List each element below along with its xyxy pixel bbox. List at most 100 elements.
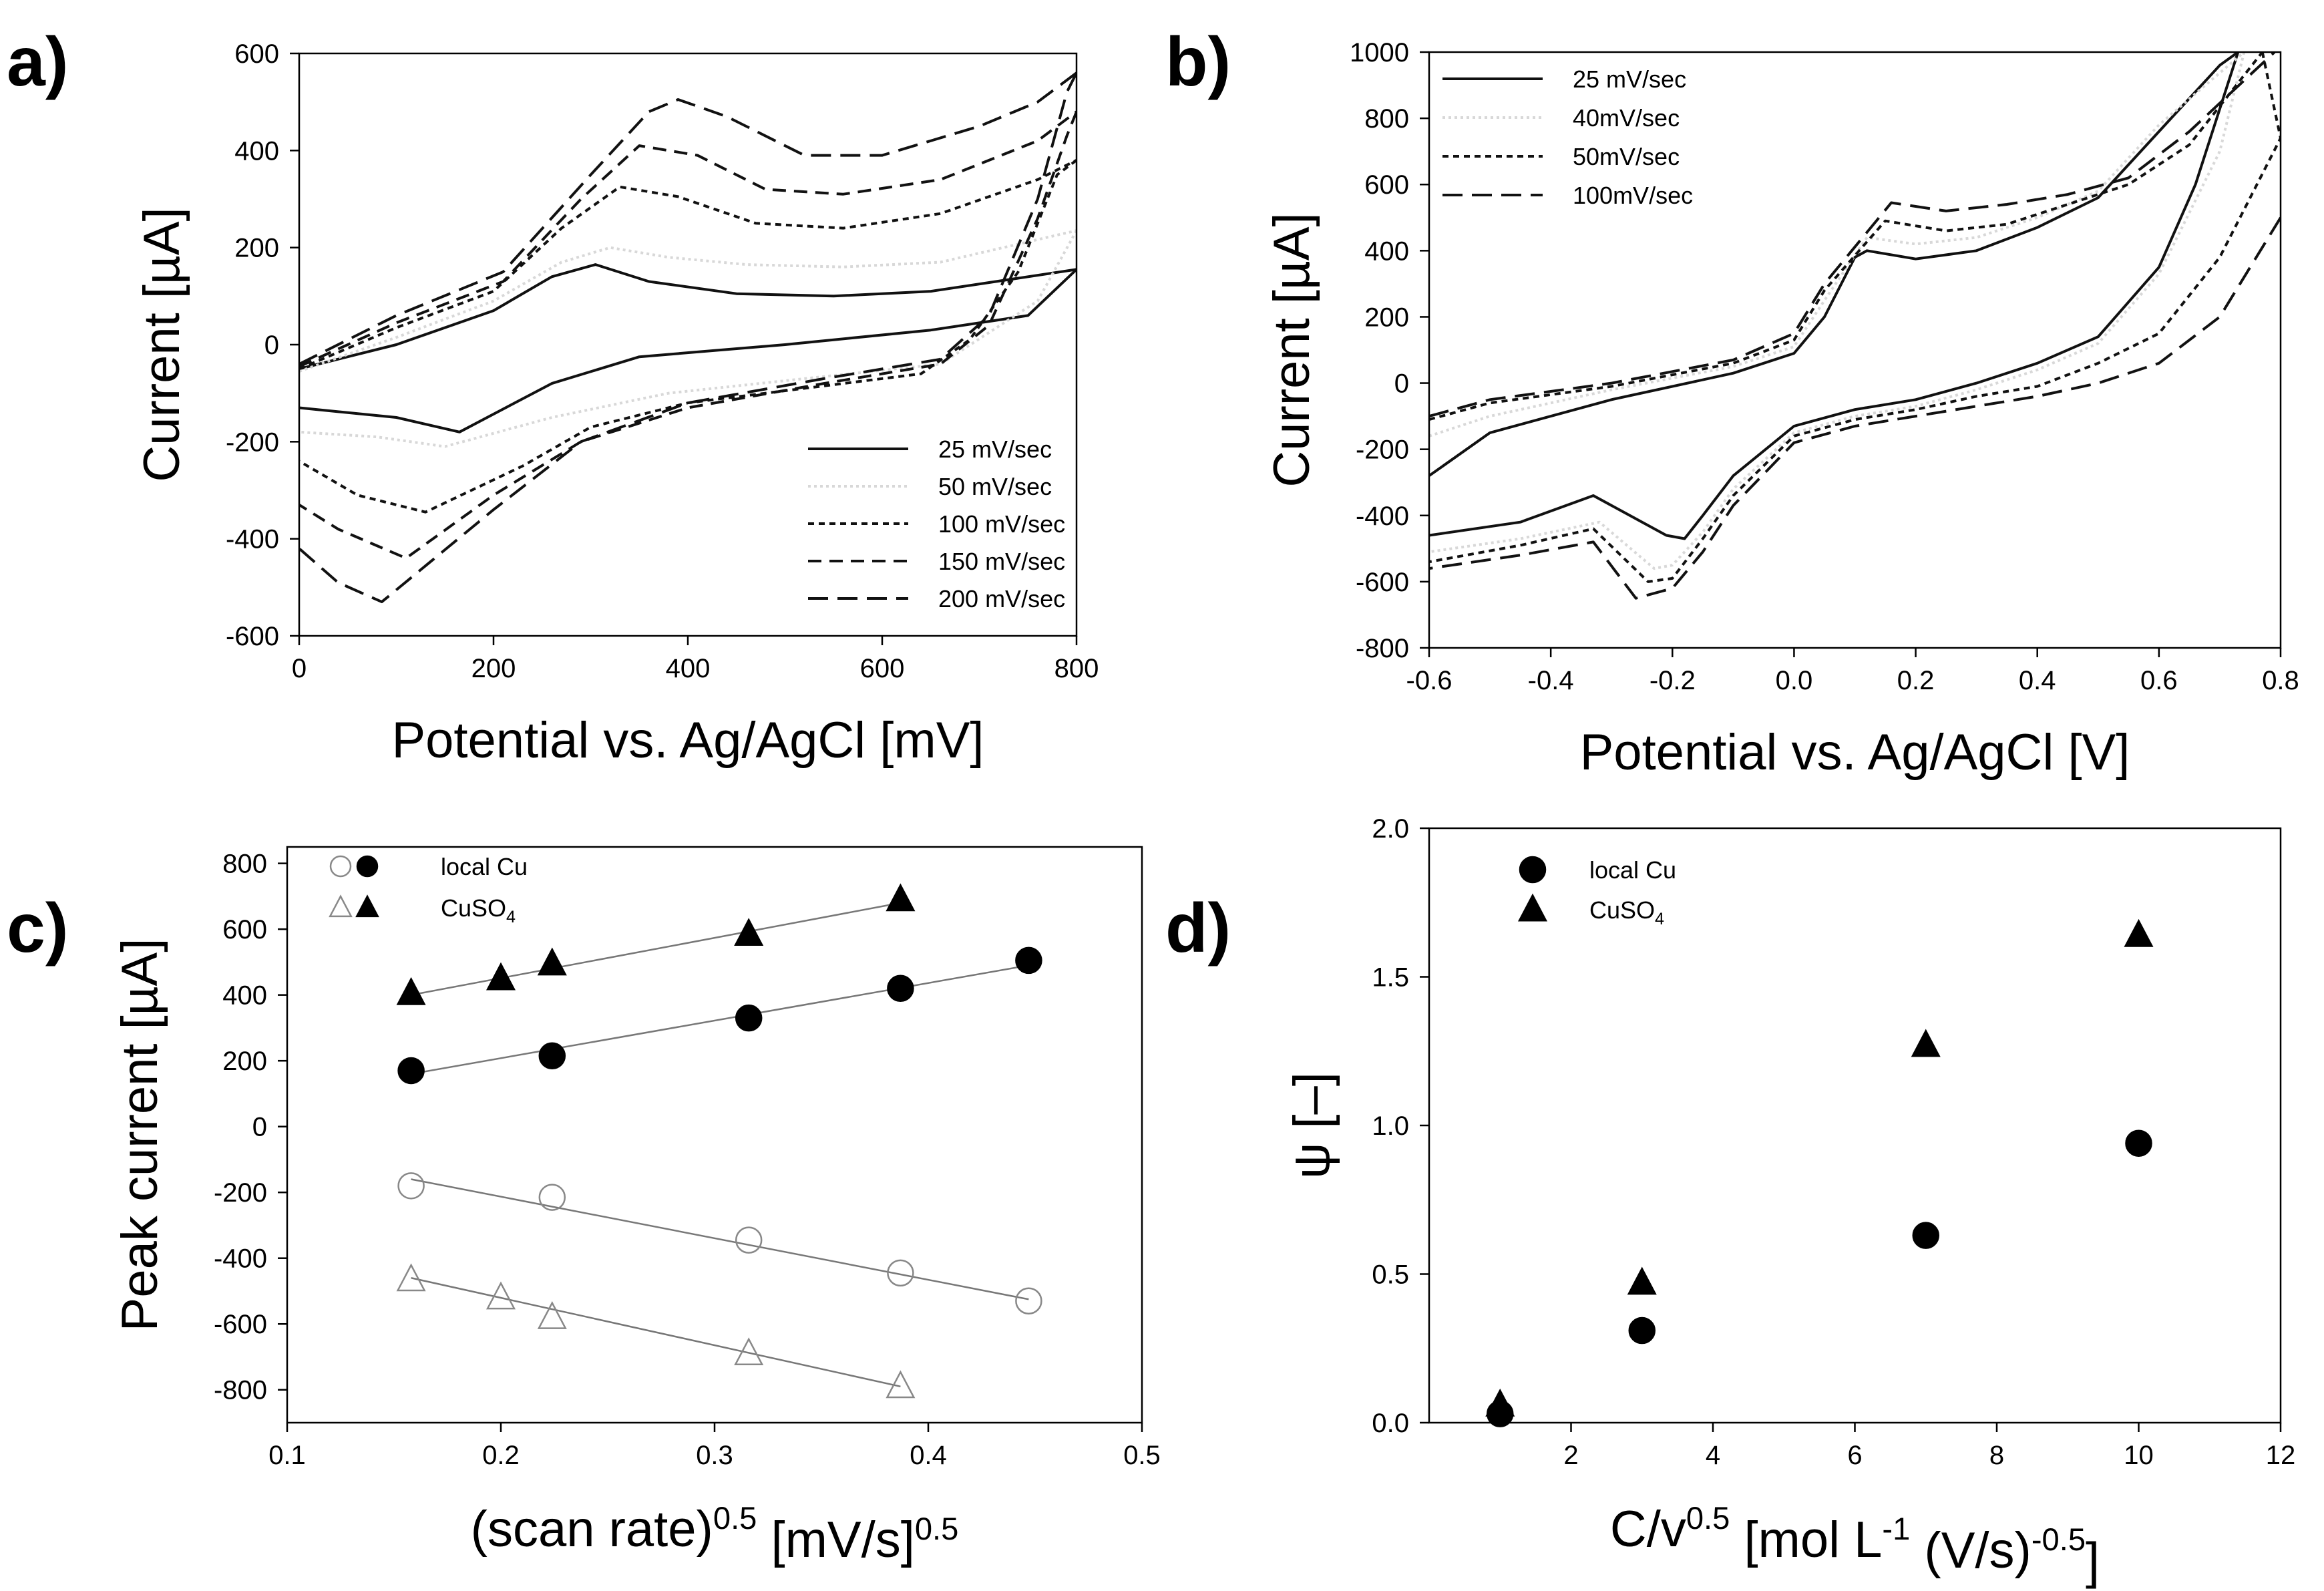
- x-tick-label: 800: [1054, 654, 1099, 683]
- x-axis-label-part: 0.5: [713, 1500, 757, 1536]
- open-triangle-marker: [486, 1281, 516, 1310]
- y-tick-label: -200: [214, 1178, 267, 1208]
- y-tick-label: 200: [222, 1047, 267, 1076]
- filled-triangle-marker: [1517, 893, 1548, 922]
- y-tick-label: 200: [1364, 303, 1409, 332]
- y-tick-label: 0.0: [1372, 1409, 1409, 1438]
- y-tick-label: -800: [214, 1376, 267, 1405]
- y-axis-label: Current [µA]: [134, 207, 190, 482]
- cv-curve-cathodic: [1429, 52, 2281, 583]
- y-tick-label: 0: [1394, 369, 1409, 399]
- y-tick-label: 800: [1364, 104, 1409, 134]
- y-tick-label: -800: [1356, 634, 1409, 663]
- x-axis-label: C/v0.5 [mol L-1 (V/s)-0.5]: [1610, 1500, 2100, 1590]
- panel-label: b): [1165, 23, 1231, 101]
- cv-curve-anodic: [299, 263, 1077, 371]
- filled-triangle-marker: [734, 918, 764, 946]
- y-tick-label: -600: [214, 1310, 267, 1339]
- cv-curve-cathodic: [1429, 52, 2240, 540]
- cv-curve-cathodic: [299, 111, 1077, 560]
- y-tick-label: 200: [234, 234, 279, 263]
- y-tick-label: 0: [252, 1113, 267, 1142]
- y-tick-label: 2.0: [1372, 814, 1409, 844]
- filled-circle-marker: [538, 1042, 566, 1070]
- y-axis-label: ψ [–]: [1284, 1072, 1340, 1179]
- y-tick-label: -200: [226, 427, 279, 457]
- legend-label: local Cu: [441, 853, 528, 880]
- x-tick-label: 200: [471, 654, 516, 683]
- y-tick-label: 1000: [1350, 38, 1409, 67]
- legend-label: 150 mV/sec: [938, 548, 1065, 575]
- y-tick-label: -600: [1356, 568, 1409, 597]
- cv-curve-cathodic: [1429, 52, 2246, 570]
- cv-curve-cathodic: [299, 230, 1077, 448]
- open-triangle-marker: [734, 1337, 764, 1366]
- panel-c: c) 0.1 0.2 0.3 0.4 0.5 -800 -600 -400 -200 0 200 400…: [7, 846, 1161, 1568]
- cv-curve-cathodic: [1429, 216, 2281, 600]
- x-axis-label-part: 0.5: [1686, 1500, 1730, 1536]
- cv-curve-anodic: [299, 71, 1077, 365]
- x-tick-label: -0.6: [1406, 666, 1452, 695]
- open-circle-marker: [735, 1226, 763, 1254]
- legend-label: CuSO4: [441, 894, 516, 926]
- filled-triangle-marker: [486, 962, 516, 991]
- x-tick-label: 6: [1847, 1441, 1862, 1470]
- x-axis-label-part: 0.5: [915, 1511, 959, 1546]
- filled-triangle-marker: [537, 947, 567, 976]
- y-axis-label: Peak current [µA]: [112, 938, 168, 1332]
- x-tick-label: 0.2: [1897, 666, 1935, 695]
- y-tick-label: -400: [226, 525, 279, 554]
- cv-curve-anodic: [1429, 52, 2239, 477]
- x-tick-label: 600: [860, 654, 905, 683]
- x-tick-label: 0.4: [910, 1441, 947, 1470]
- y-tick-label: -400: [1356, 502, 1409, 531]
- filled-triangle-marker: [355, 894, 379, 918]
- series-group: [299, 71, 1077, 604]
- y-tick-label: 800: [222, 850, 267, 879]
- filled-triangle-marker: [2124, 918, 2154, 947]
- cv-curve-anodic: [1429, 52, 2276, 418]
- legend-label: 100mV/sec: [1573, 182, 1693, 209]
- filled-triangle-marker: [1627, 1266, 1657, 1295]
- legend-label: 25 mV/sec: [938, 435, 1052, 463]
- y-tick-label: 600: [234, 39, 279, 69]
- y-tick-label: 1.5: [1372, 963, 1409, 993]
- series-group: [1429, 52, 2281, 600]
- fit-line: [411, 1277, 901, 1388]
- x-axis-label-part: ]: [2086, 1533, 2100, 1590]
- cv-curve-cathodic: [299, 159, 1077, 514]
- plot-frame: [1428, 51, 2282, 649]
- legend-label: local Cu: [1589, 856, 1676, 884]
- x-axis-label-part: C/v: [1610, 1501, 1686, 1558]
- x-tick-label: 0.6: [2140, 666, 2178, 695]
- filled-triangle-marker: [396, 977, 426, 1005]
- panel-d: d)2 4 6 8 10 120.00.51.01.52.0C/v0.5 [mol L-1…: [1165, 814, 2295, 1590]
- cv-curve-anodic: [299, 159, 1077, 371]
- panel-b: b) -0.6 -0.4 -0.2 0.0 0.2 0.4 0.6 0.8 -800 -600 -40…: [1165, 23, 2299, 781]
- open-circle-marker: [887, 1259, 914, 1287]
- filled-circle-marker: [1628, 1316, 1656, 1345]
- y-tick-label: 1.0: [1372, 1111, 1409, 1141]
- x-tick-label: 0.5: [1123, 1441, 1161, 1470]
- legend-label: CuSO4: [1589, 896, 1664, 928]
- filled-triangle-marker: [1911, 1029, 1941, 1057]
- x-tick-label: 0.3: [696, 1441, 733, 1470]
- y-tick-label: 600: [1364, 170, 1409, 200]
- y-tick-label: -200: [1356, 435, 1409, 465]
- y-tick-label: 400: [234, 136, 279, 166]
- filled-circle-marker: [2125, 1129, 2152, 1157]
- open-triangle-marker: [329, 894, 353, 918]
- filled-triangle-marker: [1485, 1388, 1515, 1417]
- y-tick-label: 0: [264, 331, 279, 360]
- open-circle-marker: [329, 855, 352, 878]
- open-circle-marker: [1015, 1287, 1042, 1314]
- filled-circle-marker: [397, 1057, 425, 1085]
- open-circle-marker: [397, 1172, 425, 1200]
- y-tick-label: -600: [226, 622, 279, 651]
- x-tick-label: 400: [666, 654, 711, 683]
- x-axis-label: Potential vs. Ag/AgCl [mV]: [391, 712, 984, 769]
- legend-label: 50 mV/sec: [938, 473, 1052, 500]
- y-tick-label: 400: [1364, 236, 1409, 266]
- panel-label: a): [7, 23, 68, 101]
